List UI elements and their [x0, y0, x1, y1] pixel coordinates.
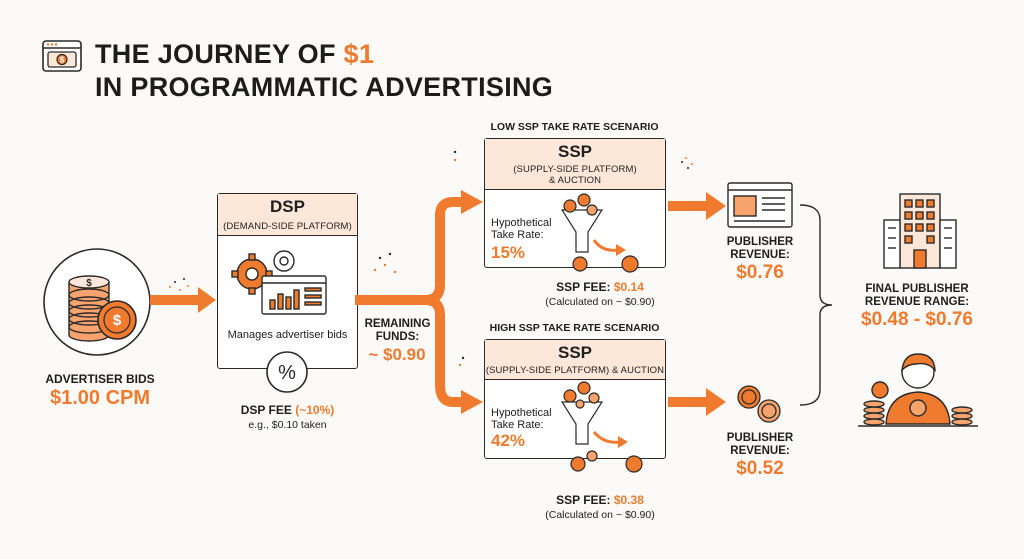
low-ssp-title: SSP [557, 142, 593, 161]
low-ssp-box: SSP (SUPPLY-SIDE PLATFORM) & AUCTION Hyp… [484, 138, 666, 268]
low-take-rate-value: 15% [491, 243, 526, 262]
final-label-line2: REVENUE RANGE: [864, 296, 970, 308]
high-ssp-fee-value: $0.38 [613, 493, 644, 507]
high-ssp-fee: SSP FEE: $0.38 [525, 493, 675, 507]
svg-text:%: % [278, 362, 296, 384]
high-coin-funnel-icon [560, 381, 643, 473]
low-take-rate-line2: Take Rate: [491, 229, 544, 241]
low-revenue-label-line2: REVENUE: [730, 249, 790, 261]
low-take-rate-label: Hypothetical Take Rate: [491, 217, 552, 241]
low-revenue-label: PUBLISHER REVENUE: [712, 236, 808, 262]
remaining-value: ~ $0.90 [368, 345, 426, 364]
high-take-rate-label: Hypothetical Take Rate: [491, 407, 552, 431]
arrow-advertiser-to-dsp [150, 278, 216, 313]
high-take-rate-value: 42% [491, 431, 526, 450]
high-revenue-label: PUBLISHER REVENUE: [712, 432, 808, 458]
low-ssp-header: SSP (SUPPLY-SIDE PLATFORM) & AUCTION [485, 139, 665, 190]
arrow-high-to-publisher [668, 388, 726, 416]
coin-stack-icon: $ $ [43, 248, 151, 356]
advertiser-label: ADVERTISER BIDS [45, 372, 155, 386]
svg-text:$: $ [86, 278, 92, 289]
page-title: THE JOURNEY OF $1 IN PROGRAMMATIC ADVERT… [95, 38, 553, 104]
dsp-description: Manages advertiser bids [227, 329, 348, 341]
percent-icon: % [266, 351, 308, 393]
low-scenario-heading: LOW SSP TAKE RATE SCENARIO [490, 121, 659, 133]
high-ssp-subtitle: (SUPPLY-SIDE PLATFORM) & AUCTION [485, 365, 665, 376]
low-ssp-fee-label: SSP FEE: [556, 280, 614, 294]
final-label-line1: FINAL PUBLISHER [865, 283, 969, 295]
gears-dashboard-icon [231, 250, 327, 315]
high-take-rate-line1: Hypothetical [491, 407, 552, 419]
dsp-fee-accent: (~10%) [295, 403, 335, 417]
branch-arrows [355, 150, 483, 414]
remaining-label: REMAINING FUNDS: [360, 318, 435, 344]
svg-text:$: $ [60, 56, 65, 65]
dsp-fee-note: e.g., $0.10 taken [248, 419, 327, 431]
low-ssp-fee-note: (Calculated on ~ $0.90) [545, 296, 655, 308]
dsp-header: DSP (DEMAND-SIDE PLATFORM) [218, 194, 357, 236]
high-revenue-label-line1: PUBLISHER [726, 432, 794, 444]
high-ssp-fee-label: SSP FEE: [556, 493, 614, 507]
title-line2: IN PROGRAMMATIC ADVERTISING [95, 72, 554, 102]
high-ssp-header: SSP (SUPPLY-SIDE PLATFORM) & AUCTION [485, 340, 665, 380]
person-with-coins-icon [858, 353, 978, 427]
low-coin-funnel-icon [560, 193, 639, 273]
publisher-coins-icon [737, 385, 781, 423]
low-ssp-fee: SSP FEE: $0.14 [525, 280, 675, 294]
high-ssp-fee-note: (Calculated on ~ $0.90) [545, 509, 655, 521]
webpage-icon [727, 182, 793, 228]
high-ssp-title: SSP [557, 343, 593, 362]
money-window-icon: $ [42, 40, 82, 72]
merge-bracket [799, 204, 833, 406]
final-value: $0.48 - $0.76 [861, 309, 973, 330]
dsp-title: DSP [270, 197, 305, 216]
low-ssp-subtitle-1: (SUPPLY-SIDE PLATFORM) [513, 164, 637, 175]
dsp-subtitle: (DEMAND-SIDE PLATFORM) [223, 221, 352, 232]
high-revenue-label-line2: REVENUE: [730, 445, 790, 457]
low-revenue-label-line1: PUBLISHER [726, 236, 794, 248]
dsp-fee: DSP FEE (~10%) [217, 403, 358, 417]
remaining-label-line2: FUNDS: [375, 331, 420, 343]
low-take-rate-line1: Hypothetical [491, 217, 552, 229]
high-scenario-heading: HIGH SSP TAKE RATE SCENARIO [489, 322, 660, 334]
advertiser-value: $1.00 CPM [49, 387, 151, 409]
arrow-low-to-publisher [668, 157, 726, 220]
dsp-fee-prefix: DSP FEE [240, 403, 296, 417]
building-icon [883, 193, 957, 269]
final-label: FINAL PUBLISHER REVENUE RANGE: [842, 283, 992, 309]
low-ssp-fee-value: $0.14 [613, 280, 644, 294]
remaining-label-line1: REMAINING [364, 318, 431, 330]
title-line1-accent: $1 [343, 39, 375, 69]
low-ssp-subtitle-2: & AUCTION [548, 175, 602, 186]
title-line1-prefix: THE JOURNEY OF [95, 39, 344, 69]
high-revenue-value: $0.52 [736, 458, 784, 479]
high-take-rate-line2: Take Rate: [491, 419, 544, 431]
svg-text:$: $ [113, 312, 122, 329]
low-revenue-value: $0.76 [736, 262, 784, 283]
